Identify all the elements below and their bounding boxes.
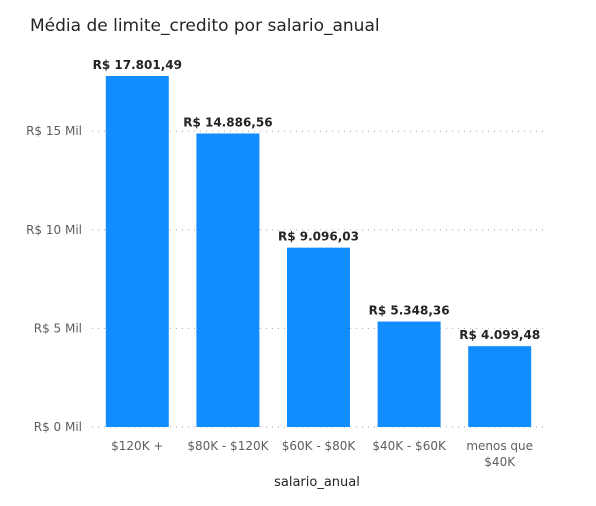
chart-title: Média de limite_credito por salario_anua…: [30, 16, 380, 36]
x-tick-label: menos que $40K: [466, 439, 533, 469]
bar[interactable]: [377, 321, 441, 427]
bars: [105, 76, 532, 428]
y-tick-label: R$ 0 Mil: [34, 420, 82, 434]
x-tick-label: $80K - $120K: [187, 439, 269, 453]
x-tick-label: $120K +: [111, 439, 163, 453]
y-axis-ticks: R$ 0 Mil R$ 5 Mil R$ 10 Mil R$ 15 Mil: [26, 124, 82, 434]
x-tick-label: $60K - $80K: [282, 439, 357, 453]
data-labels: R$ 17.801,49 R$ 14.886,56 R$ 9.096,03 R$ 5.…: [93, 58, 541, 342]
bar[interactable]: [287, 247, 350, 427]
y-tick-label: R$ 10 Mil: [26, 223, 82, 237]
x-axis-title: salario_anual: [274, 475, 360, 490]
data-label: R$ 4.099,48: [459, 328, 540, 342]
data-label: R$ 17.801,49: [93, 58, 182, 72]
data-label: R$ 9.096,03: [278, 230, 359, 244]
x-axis-ticks: $120K + $80K - $120K $60K - $80K $40K - $60…: [111, 439, 533, 469]
bar[interactable]: [468, 346, 532, 427]
data-label: R$ 14.886,56: [183, 115, 272, 129]
y-tick-label: R$ 15 Mil: [26, 124, 82, 138]
y-tick-label: R$ 5 Mil: [34, 321, 82, 335]
x-tick-label: $40K - $60K: [372, 439, 447, 453]
data-label: R$ 5.348,36: [369, 304, 450, 318]
bar[interactable]: [105, 76, 169, 427]
bar[interactable]: [196, 133, 260, 428]
